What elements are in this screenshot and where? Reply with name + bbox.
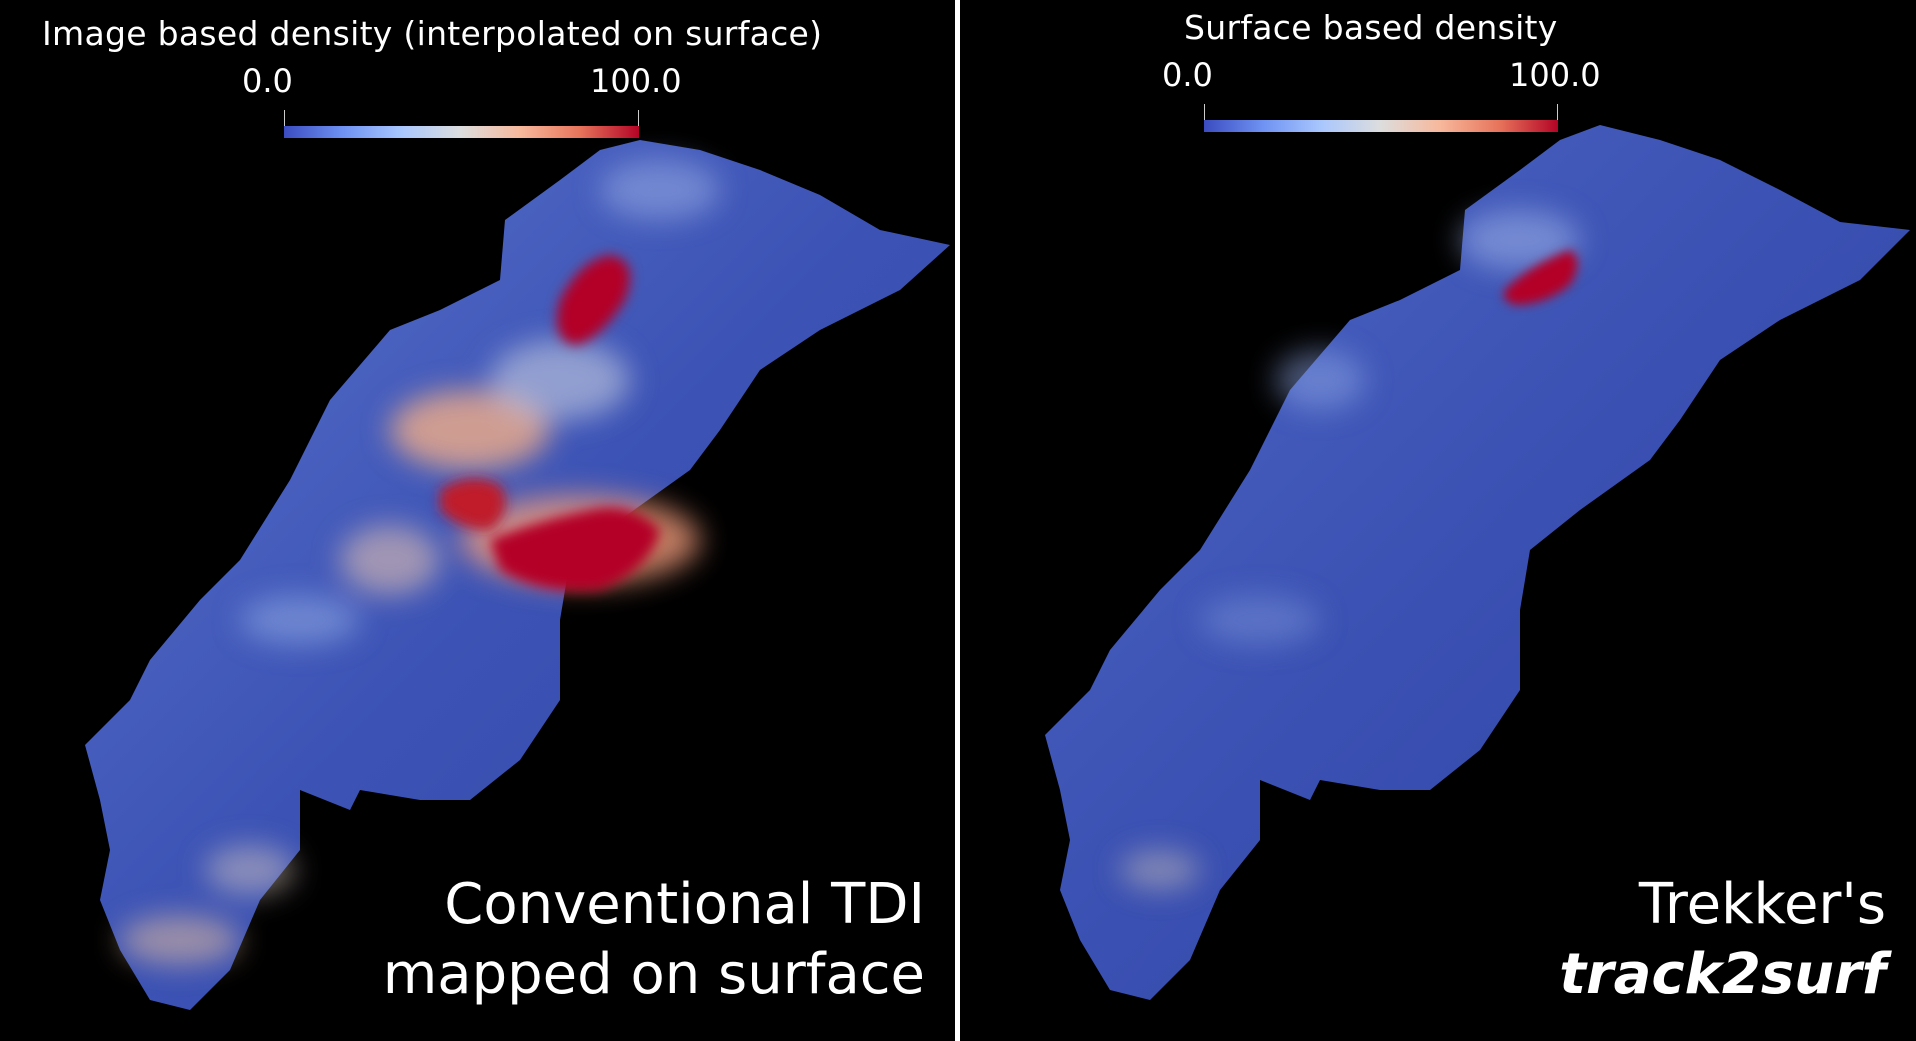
colorbar-min-tick	[284, 110, 285, 138]
colorbar-title: Image based density (interpolated on sur…	[42, 14, 823, 53]
right-caption-line1: Trekker's	[1638, 872, 1886, 937]
colorbar-max-tick	[1557, 104, 1558, 132]
panel-divider	[955, 0, 960, 1041]
colorbar-max-label: 100.0	[1509, 56, 1601, 94]
high-density-regions	[1503, 250, 1578, 305]
cortex-surface	[1045, 125, 1910, 1000]
colorbar-max-tick	[638, 110, 639, 138]
right-viewport: Surface based density 0.0 100.0 Trekker'…	[960, 0, 1916, 1041]
density-overlay	[1120, 210, 1580, 890]
colorbar-min-label: 0.0	[1162, 56, 1213, 94]
left-caption-line1: Conventional TDI	[444, 872, 925, 937]
right-surface-render	[1045, 125, 1910, 1000]
colorbar-title: Surface based density	[1184, 8, 1558, 47]
colorbar-min-label: 0.0	[242, 62, 293, 100]
left-caption: Conventional TDI mapped on surface	[383, 870, 925, 1010]
right-caption: Trekker's track2surf	[1559, 870, 1886, 1010]
left-surface-render	[85, 140, 950, 1010]
left-caption-line2: mapped on surface	[382, 942, 925, 1007]
colorbar	[1204, 120, 1558, 132]
left-viewport: Image based density (interpolated on sur…	[0, 0, 955, 1041]
high-density-regions	[440, 255, 660, 591]
right-caption-line2: track2surf	[1559, 942, 1886, 1007]
colorbar-min-tick	[1204, 104, 1205, 132]
colorbar	[284, 126, 639, 138]
colorbar-max-label: 100.0	[590, 62, 682, 100]
